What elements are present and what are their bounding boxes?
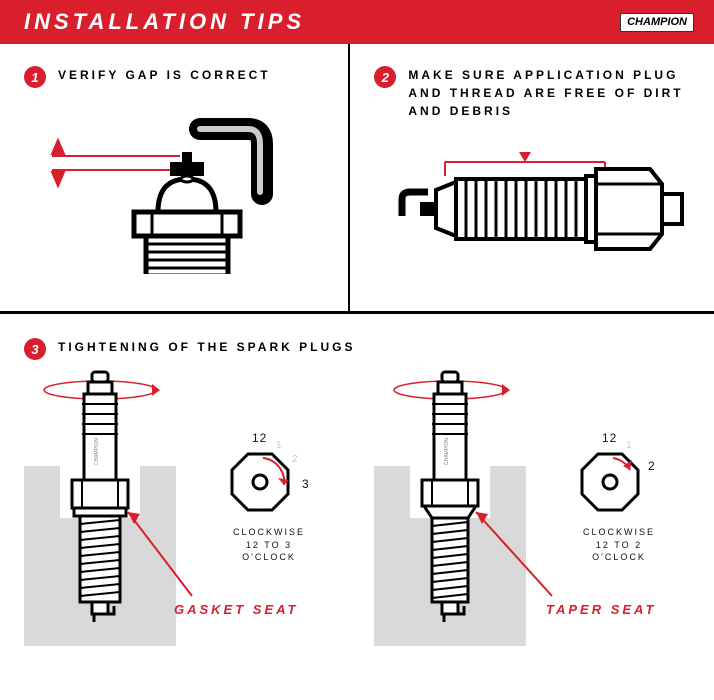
step-2-cell: 2 MAKE SURE APPLICATION PLUG AND THREAD … [350, 44, 714, 311]
header-bar: INSTALLATION TIPS CHAMPION [0, 0, 714, 44]
page-title: INSTALLATION TIPS [24, 9, 305, 35]
brand-badge: CHAMPION [620, 13, 694, 32]
taper-seat-label: TAPER SEAT [546, 602, 656, 617]
svg-text:1: 1 [626, 440, 632, 451]
top-row: 1 VERIFY GAP IS CORRECT [0, 44, 714, 314]
gasket-clock-caption: CLOCKWISE12 TO 3 O'CLOCK [219, 526, 319, 564]
gasket-plug-svg: CHAMPION [24, 370, 364, 670]
step-3-number: 3 [24, 338, 46, 360]
step-1-cell: 1 VERIFY GAP IS CORRECT [0, 44, 350, 311]
svg-text:CHAMPION: CHAMPION [94, 438, 100, 465]
step-3-text: TIGHTENING OF THE SPARK PLUGS [58, 338, 355, 356]
taper-plug-svg: CHAMPION [374, 370, 714, 670]
gap-diagram [0, 44, 330, 274]
thread-diagram [350, 44, 710, 274]
taper-clock-caption: CLOCKWISE12 TO 2 O'CLOCK [569, 526, 669, 564]
gasket-seat-diagram: CHAMPION [24, 370, 364, 670]
svg-text:12: 12 [602, 431, 617, 445]
svg-text:2: 2 [648, 459, 656, 473]
clock-12: 12 [252, 431, 267, 445]
clock-faint-1: 1 [276, 440, 282, 451]
svg-text:CHAMPION: CHAMPION [444, 438, 450, 465]
clock-faint-2: 2 [292, 454, 298, 465]
taper-seat-diagram: CHAMPION [374, 370, 714, 670]
gasket-seat-label: GASKET SEAT [174, 602, 299, 617]
tightening-diagrams: CHAMPION [24, 370, 694, 670]
clock-3: 3 [302, 477, 310, 491]
step-3-section: 3 TIGHTENING OF THE SPARK PLUGS [0, 314, 714, 680]
step-3-head: 3 TIGHTENING OF THE SPARK PLUGS [24, 338, 694, 360]
